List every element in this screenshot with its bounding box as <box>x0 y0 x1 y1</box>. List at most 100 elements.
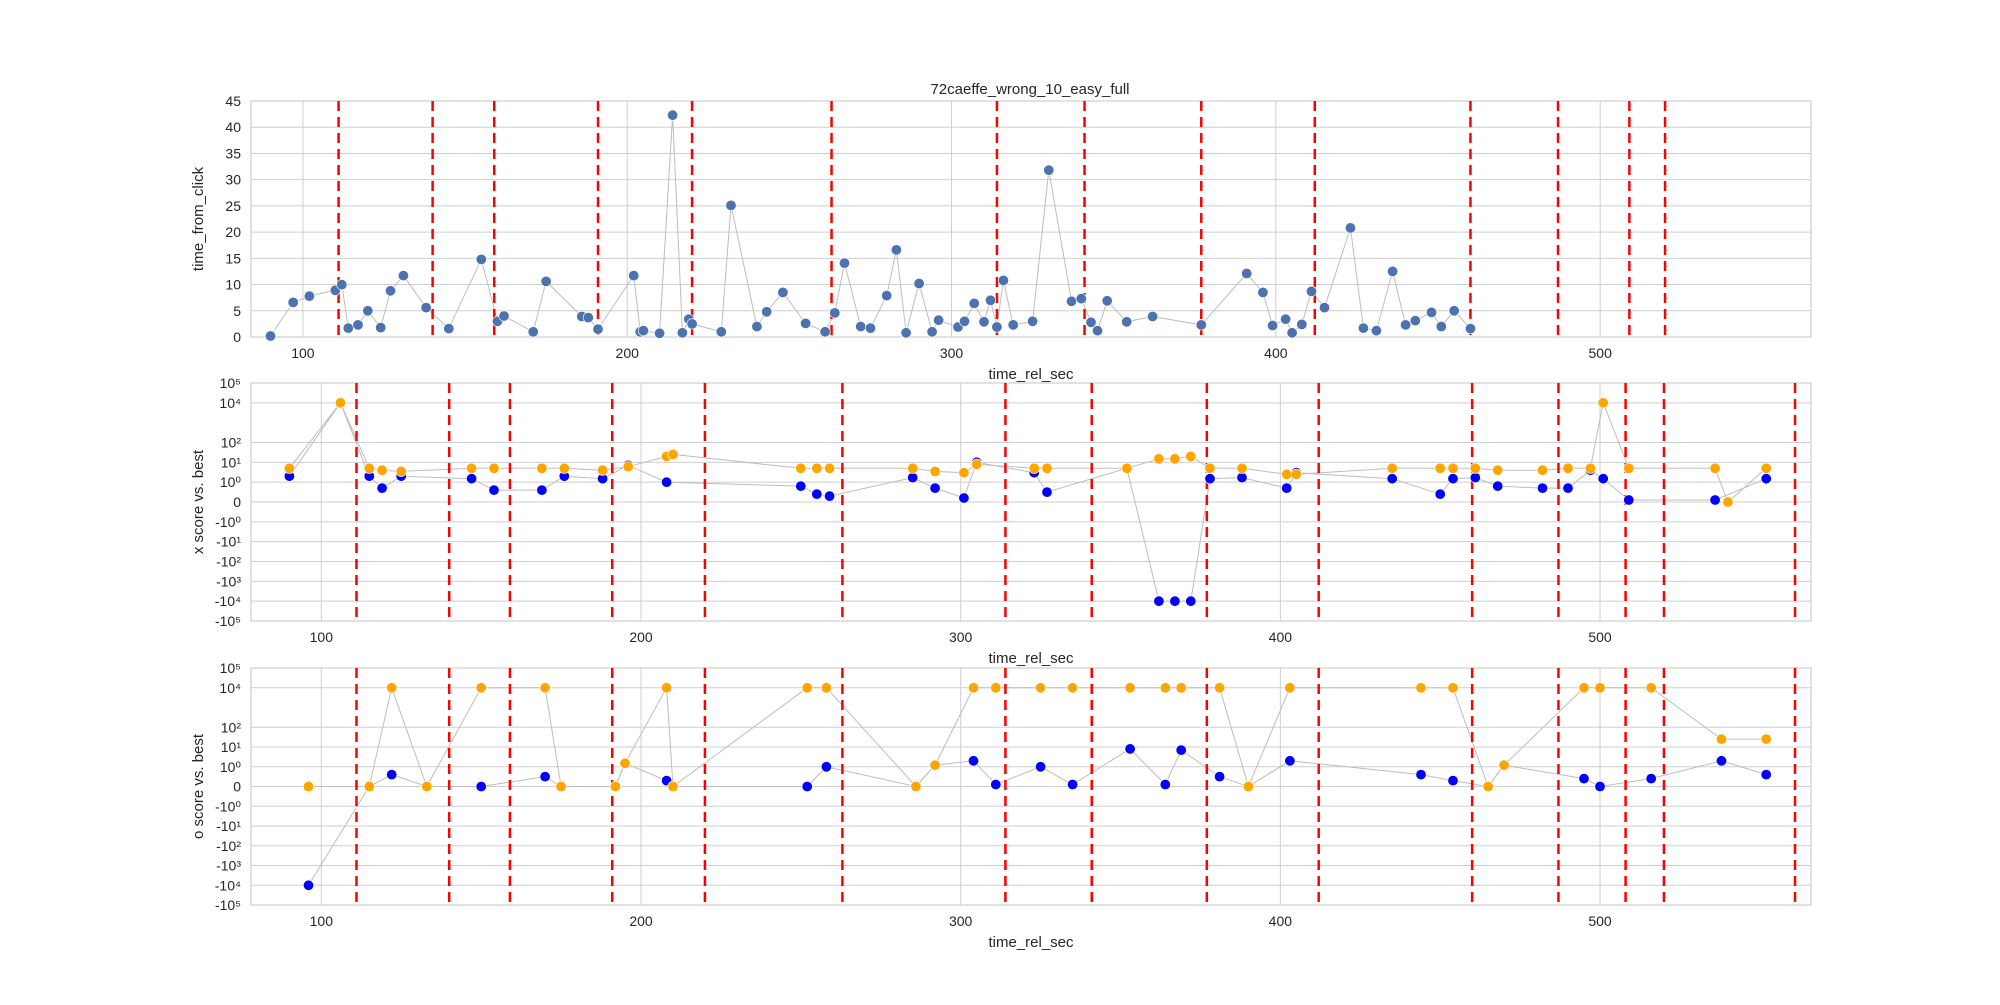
data-point <box>1101 295 1113 307</box>
data-point <box>1066 295 1078 307</box>
y-tick-label: 40 <box>225 119 241 135</box>
y-axis-label: o score vs. best <box>190 733 207 839</box>
data-point <box>1204 462 1216 474</box>
data-point <box>838 257 850 269</box>
data-point <box>1236 462 1248 474</box>
y-tick-label: -10³ <box>216 858 241 874</box>
y-tick-label: 10⁴ <box>219 680 241 696</box>
x-tick-label: 300 <box>940 345 964 361</box>
x-tick-label: 500 <box>1588 629 1612 645</box>
data-point <box>1007 319 1019 331</box>
data-point <box>619 757 631 769</box>
data-point <box>1415 682 1427 694</box>
data-point <box>302 879 314 891</box>
data-point <box>1447 682 1459 694</box>
data-point <box>1041 486 1053 498</box>
data-point <box>958 467 970 479</box>
y-tick-label: 10⁵ <box>220 375 241 391</box>
y-tick-label: 35 <box>225 145 241 161</box>
data-point <box>488 462 500 474</box>
data-point <box>1075 293 1087 305</box>
data-point <box>264 330 276 342</box>
data-point <box>384 285 396 297</box>
data-point <box>1319 302 1331 314</box>
data-point <box>582 312 594 324</box>
data-point <box>1175 744 1187 756</box>
x-tick-label: 400 <box>1264 345 1288 361</box>
chart-panel-1: 0 5 10 15 20 25 30 35 40 45 100 200 300 400 500 time_re… <box>190 93 1812 383</box>
data-point <box>540 275 552 287</box>
data-point <box>1597 397 1609 409</box>
data-point <box>1121 462 1133 474</box>
data-point <box>1085 316 1097 328</box>
x-tick-label: 300 <box>949 913 973 929</box>
data-point <box>929 759 941 771</box>
data-point <box>907 472 919 484</box>
data-point <box>795 462 807 474</box>
data-point <box>1623 462 1635 474</box>
data-point <box>968 297 980 309</box>
data-point <box>376 482 388 494</box>
y-tick-label: 0 <box>233 329 241 345</box>
y-tick-label: 10⁴ <box>219 395 241 411</box>
data-point <box>990 682 1002 694</box>
y-axis-label: x score vs. best <box>190 449 207 554</box>
data-point <box>375 322 387 334</box>
data-point <box>386 682 398 694</box>
data-point <box>1169 453 1181 465</box>
y-tick-label: -10⁴ <box>215 593 241 609</box>
data-point <box>1067 682 1079 694</box>
data-point <box>1760 462 1772 474</box>
y-tick-label: -10³ <box>216 573 241 589</box>
data-point <box>1281 482 1293 494</box>
data-point <box>1241 267 1253 279</box>
data-point <box>801 682 813 694</box>
data-point <box>1447 462 1459 474</box>
data-point <box>1709 494 1721 506</box>
plot-area <box>250 100 1812 338</box>
data-point <box>929 465 941 477</box>
data-point <box>1386 462 1398 474</box>
chart-title: 72caeffe_wrong_10_easy_full <box>930 81 1129 98</box>
data-point <box>1562 482 1574 494</box>
data-point <box>1281 468 1293 480</box>
data-point <box>475 780 487 792</box>
data-point <box>1242 780 1254 792</box>
data-point <box>1537 464 1549 476</box>
data-point <box>488 484 500 496</box>
data-point <box>395 465 407 477</box>
data-point <box>386 769 398 781</box>
data-point <box>881 290 893 302</box>
data-point <box>1284 755 1296 767</box>
y-tick-label: 10⁰ <box>220 474 242 490</box>
data-point <box>890 244 902 256</box>
data-point <box>907 462 919 474</box>
data-point <box>466 462 478 474</box>
data-point <box>725 199 737 211</box>
data-point <box>536 484 548 496</box>
data-point <box>1296 318 1308 330</box>
data-point <box>958 315 970 327</box>
data-point <box>466 473 478 485</box>
data-point <box>1760 473 1772 485</box>
data-point <box>1387 265 1399 277</box>
data-point <box>1709 462 1721 474</box>
data-point <box>1035 682 1047 694</box>
data-point <box>1435 320 1447 332</box>
x-tick-label: 100 <box>310 913 334 929</box>
data-point <box>1415 769 1427 781</box>
data-point <box>1645 682 1657 694</box>
y-tick-label: 10 <box>225 277 241 293</box>
data-point <box>933 314 945 326</box>
x-tick-label: 500 <box>1588 913 1612 929</box>
data-point <box>1214 771 1226 783</box>
data-point <box>1121 316 1133 328</box>
data-point <box>1760 769 1772 781</box>
y-tick-label: -10¹ <box>216 534 241 550</box>
data-point <box>622 461 634 473</box>
data-point <box>1284 682 1296 694</box>
data-point <box>1357 322 1369 334</box>
data-point <box>1716 733 1728 745</box>
data-point <box>900 327 912 339</box>
